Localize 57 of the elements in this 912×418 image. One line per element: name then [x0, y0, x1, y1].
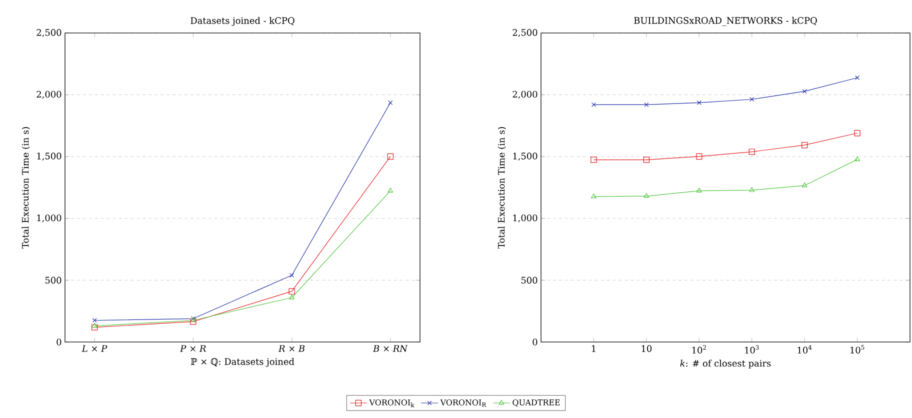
point	[750, 97, 754, 102]
point	[92, 318, 97, 323]
point	[591, 193, 596, 198]
point	[748, 148, 755, 155]
point	[802, 89, 807, 94]
x-axis-title: k: # of closest pairs	[680, 360, 771, 368]
point	[802, 182, 808, 188]
chart-title: BUILDINGSxROAD_NETWORKS - kCPQ	[634, 16, 817, 26]
x-tick-label: B × RN	[372, 345, 408, 352]
y-tick-label: 1,000	[37, 214, 62, 222]
y-tick-label: 0	[532, 338, 538, 346]
x-tick-label: 10$^{3}$	[745, 345, 759, 354]
point	[591, 102, 596, 107]
x-tick-label: 10$^{4}$	[798, 345, 812, 354]
y-tick-label: 2,500	[512, 29, 538, 37]
point	[92, 322, 98, 328]
x-tick-label: R × B	[278, 345, 305, 352]
x-tick-label: 10$^{5}$	[850, 345, 864, 354]
point	[801, 142, 808, 148]
y-axis-title: Total Execution Time (in s)	[22, 127, 30, 248]
x-tick-label: 10	[642, 345, 652, 352]
point	[590, 156, 597, 163]
point	[749, 187, 755, 192]
point	[696, 100, 702, 105]
y-axis-title: Total Execution Time (in s)	[498, 127, 506, 248]
x-tick-label: P × R	[180, 345, 206, 352]
line-series	[591, 75, 860, 107]
point	[644, 193, 650, 198]
point	[387, 153, 394, 160]
x-axis-title: ℙ × ℚ: Datasets joined	[190, 358, 294, 367]
point	[91, 324, 98, 330]
y-tick-label: 500	[45, 276, 62, 284]
y-tick-label: 2,000	[512, 90, 538, 99]
x-tick-label: L × P	[82, 345, 108, 352]
point	[190, 318, 196, 325]
y-tick-label: 500	[521, 276, 538, 284]
point	[854, 156, 860, 162]
point	[643, 156, 650, 163]
point	[696, 153, 702, 160]
y-tick-label: 0	[56, 338, 62, 346]
point	[388, 188, 394, 193]
chart-title: Datasets joined - kCPQ	[190, 17, 294, 26]
point	[290, 272, 294, 278]
point	[855, 75, 860, 80]
y-tick-label: 1,500	[37, 152, 62, 161]
point	[696, 188, 702, 193]
point	[854, 130, 860, 136]
y-tick-label: 1,500	[513, 152, 538, 161]
y-tick-label: 1,000	[513, 214, 538, 222]
x-tick-label: 1	[592, 345, 596, 352]
y-tick-label: 2,000	[36, 90, 62, 99]
y-tick-label: 2,500	[36, 29, 62, 37]
point	[288, 288, 295, 294]
x-tick-label: 10$^{2}$	[692, 345, 706, 354]
point	[289, 294, 295, 300]
point	[388, 100, 393, 105]
point	[644, 102, 649, 107]
